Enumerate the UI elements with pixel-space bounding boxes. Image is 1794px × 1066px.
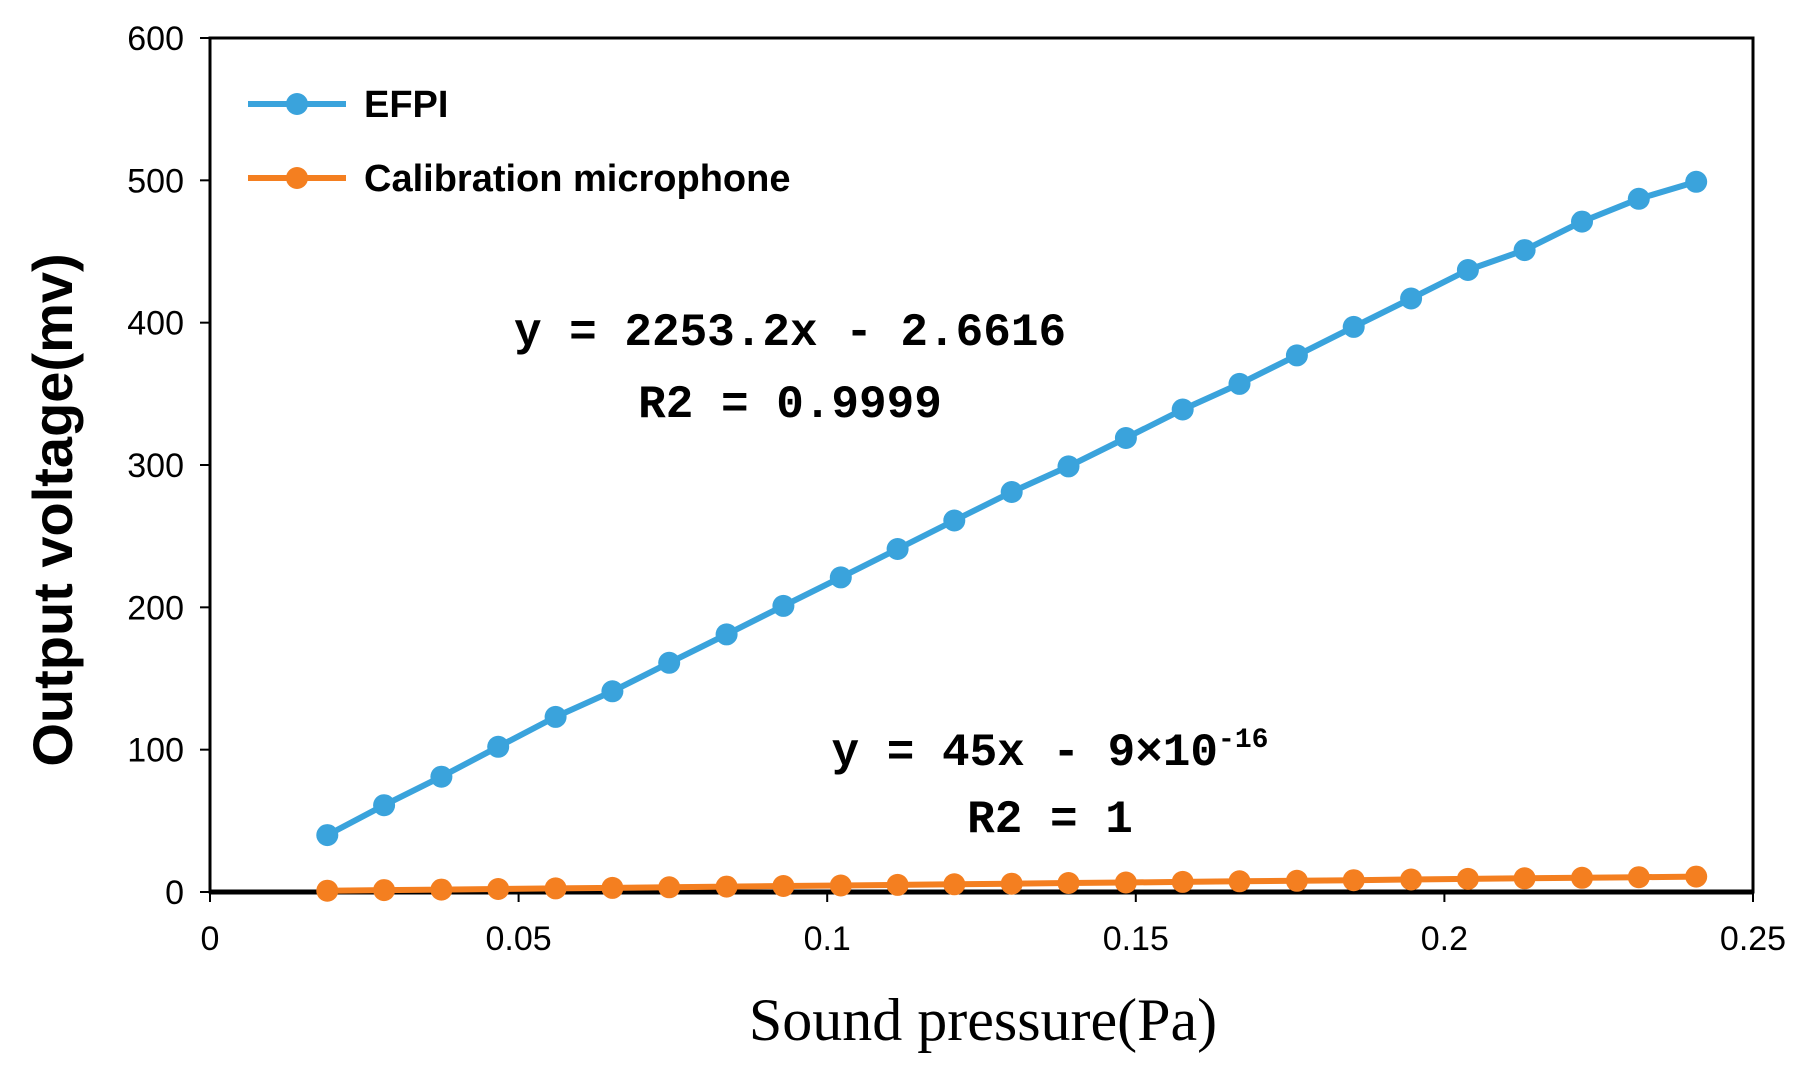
data-point bbox=[1285, 344, 1308, 367]
x-tick-label: 0.1 bbox=[804, 920, 851, 958]
data-point bbox=[1342, 315, 1365, 338]
data-point bbox=[1057, 455, 1080, 478]
y-tick-label: 400 bbox=[127, 305, 184, 343]
data-point bbox=[1171, 870, 1194, 893]
legend-label: EFPI bbox=[364, 84, 448, 126]
data-point bbox=[886, 538, 909, 560]
y-tick-label: 500 bbox=[127, 162, 184, 200]
data-point bbox=[1456, 259, 1479, 281]
data-point bbox=[373, 879, 396, 902]
annotation-efpi-r2: R2 = 0.9999 bbox=[638, 379, 942, 431]
annotation-calibration-r2: R2 = 1 bbox=[967, 794, 1133, 846]
data-point bbox=[1513, 867, 1536, 890]
data-point bbox=[373, 794, 396, 817]
y-tick-label: 600 bbox=[127, 20, 184, 58]
data-point bbox=[886, 873, 909, 896]
data-point bbox=[316, 824, 339, 847]
data-point bbox=[1228, 870, 1251, 893]
data-point bbox=[772, 875, 795, 897]
data-point bbox=[658, 876, 681, 899]
data-point bbox=[1513, 239, 1536, 262]
data-point bbox=[1342, 869, 1365, 892]
x-tick-label: 0.2 bbox=[1421, 920, 1468, 958]
data-point bbox=[487, 735, 510, 758]
annotation-calibration-equation-main: y = 45x - 9×10 bbox=[832, 727, 1218, 779]
data-point bbox=[1114, 427, 1137, 449]
series-calibration-microphone bbox=[316, 865, 1708, 902]
data-point bbox=[430, 765, 453, 788]
data-point bbox=[544, 877, 567, 900]
y-axis-ticks: 0 100 200 300 400 500 600 bbox=[127, 20, 210, 912]
data-point bbox=[829, 566, 852, 589]
legend-item: Calibration microphone bbox=[248, 158, 790, 200]
data-point bbox=[1571, 866, 1593, 889]
data-point bbox=[1571, 210, 1593, 233]
x-tick-label: 0.05 bbox=[486, 920, 552, 958]
data-point bbox=[943, 873, 966, 896]
data-point bbox=[715, 623, 738, 646]
data-point bbox=[1285, 869, 1308, 892]
data-point bbox=[1400, 868, 1423, 891]
data-point bbox=[1114, 871, 1137, 894]
y-axis-title: Output voltage(mv) bbox=[21, 253, 84, 766]
legend: EFPI Calibration microphone bbox=[248, 84, 790, 200]
y-tick-label: 200 bbox=[127, 589, 184, 627]
data-point bbox=[1228, 372, 1251, 395]
y-tick-label: 0 bbox=[165, 874, 184, 912]
data-point bbox=[772, 594, 795, 617]
data-point bbox=[1456, 867, 1479, 890]
data-point bbox=[943, 509, 966, 532]
data-point bbox=[715, 875, 738, 898]
x-tick-label: 0 bbox=[201, 920, 220, 958]
data-point bbox=[1171, 398, 1194, 421]
x-axis-title: Sound pressure(Pa) bbox=[749, 987, 1217, 1053]
annotation-efpi-equation: y = 2253.2x - 2.6616 bbox=[514, 307, 1066, 359]
x-tick-label: 0.25 bbox=[1720, 920, 1786, 958]
legend-swatch-marker bbox=[286, 93, 308, 115]
x-tick-label: 0.15 bbox=[1103, 920, 1169, 958]
data-point bbox=[1627, 866, 1650, 889]
data-point bbox=[1685, 865, 1708, 888]
data-point bbox=[829, 874, 852, 897]
legend-swatch-marker bbox=[286, 167, 308, 189]
annotation-calibration: y = 45x - 9×10-16 R2 = 1 bbox=[832, 725, 1269, 846]
data-point bbox=[487, 878, 510, 900]
y-tick-label: 300 bbox=[127, 447, 184, 485]
data-point bbox=[316, 879, 339, 902]
series-layer bbox=[316, 170, 1708, 902]
annotation-calibration-equation: y = 45x - 9×10-16 bbox=[832, 725, 1269, 779]
data-point bbox=[1400, 287, 1423, 310]
data-point bbox=[430, 878, 453, 901]
data-point bbox=[1000, 872, 1023, 895]
legend-label: Calibration microphone bbox=[364, 158, 790, 200]
y-tick-label: 100 bbox=[127, 732, 184, 770]
data-point bbox=[601, 680, 624, 703]
data-point bbox=[1057, 872, 1080, 894]
data-point bbox=[601, 876, 624, 899]
series-efpi bbox=[316, 170, 1708, 847]
data-point bbox=[658, 651, 681, 674]
data-point bbox=[1000, 481, 1023, 503]
annotation-efpi: y = 2253.2x - 2.6616 R2 = 0.9999 bbox=[514, 307, 1066, 431]
data-point bbox=[1685, 170, 1708, 193]
annotation-calibration-equation-exponent: -16 bbox=[1218, 725, 1268, 756]
data-point bbox=[544, 705, 567, 728]
data-point bbox=[1627, 187, 1650, 210]
legend-item: EFPI bbox=[248, 84, 448, 126]
